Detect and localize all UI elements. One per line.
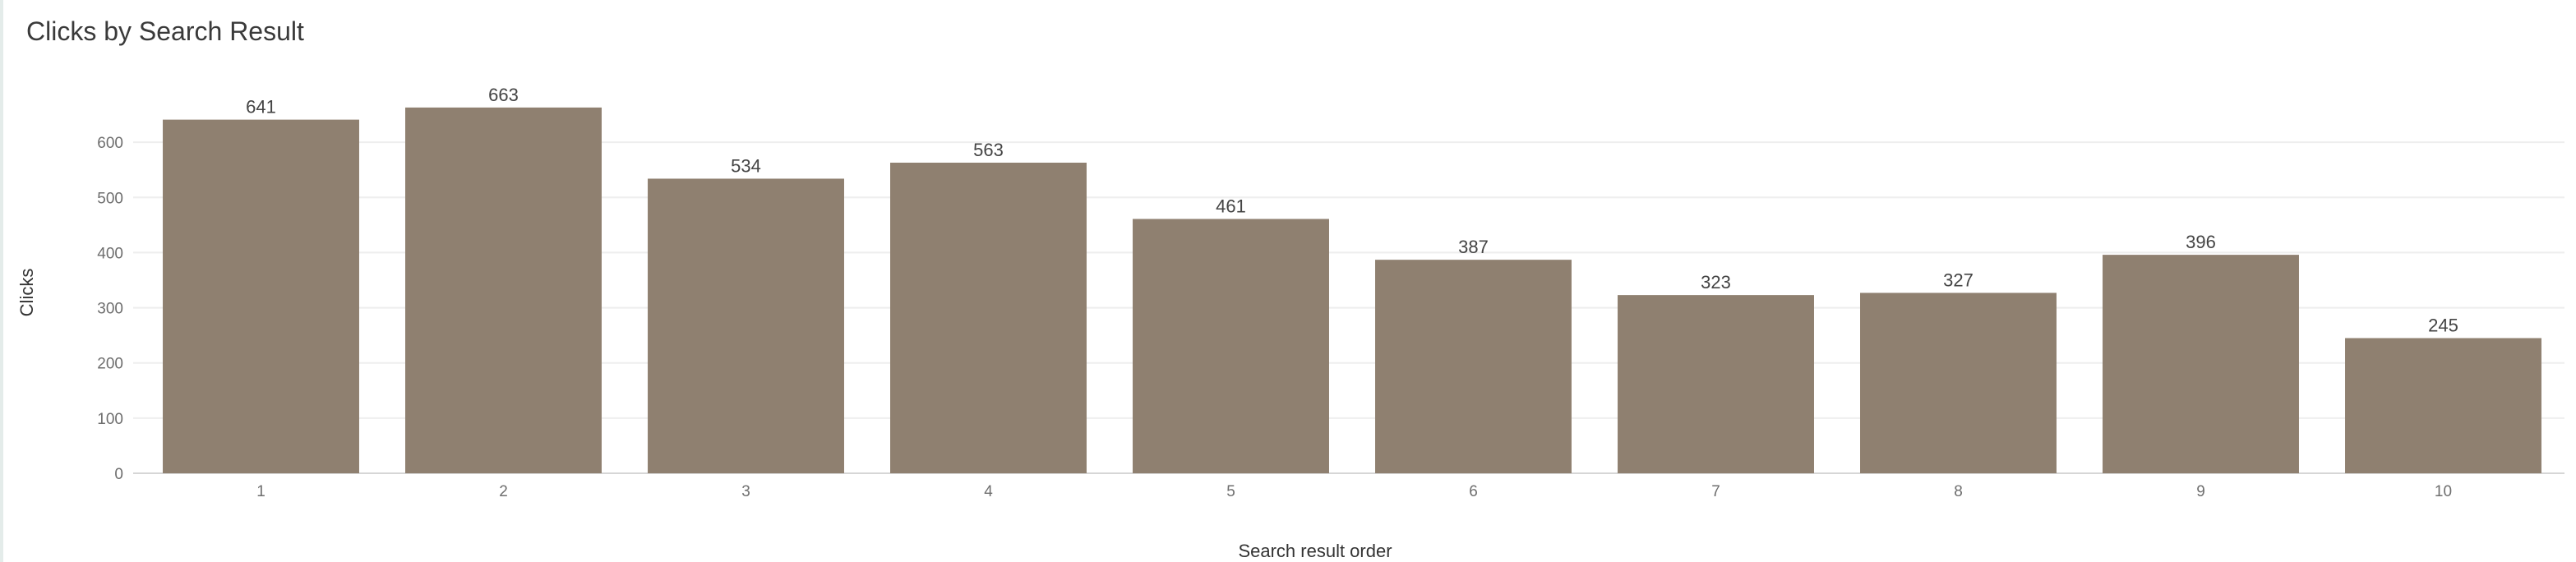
y-tick-label: 100 (97, 411, 123, 428)
x-tick-label: 4 (984, 483, 993, 500)
x-tick-label: 1 (256, 483, 265, 500)
x-tick-label: 7 (1711, 483, 1720, 500)
x-tick-label: 8 (1954, 483, 1963, 500)
y-tick-label: 400 (97, 245, 123, 262)
bar[interactable] (2345, 338, 2541, 474)
y-tick-labels: 0 100 200 300 400 500 600 (97, 135, 123, 483)
bar[interactable] (1133, 219, 1329, 473)
bar[interactable] (1375, 260, 1572, 473)
y-tick-label: 500 (97, 190, 123, 207)
bar[interactable] (163, 119, 359, 473)
data-label: 461 (1216, 196, 1246, 216)
left-border (0, 0, 3, 562)
bar[interactable] (890, 162, 1087, 473)
y-tick-label: 600 (97, 135, 123, 152)
data-labels: 641 663 534 563 461 387 323 327 396 245 (246, 85, 2458, 336)
x-tick-label: 5 (1226, 483, 1235, 500)
y-tick-label: 0 (114, 466, 123, 483)
bar[interactable] (648, 178, 844, 473)
data-label: 663 (488, 85, 519, 105)
data-label: 563 (973, 140, 1004, 160)
data-label: 396 (2186, 232, 2216, 252)
data-label: 245 (2428, 316, 2458, 336)
x-tick-label: 2 (499, 483, 508, 500)
x-tick-label: 10 (2435, 483, 2452, 500)
x-tick-labels: 1 2 3 4 5 6 7 8 9 10 (256, 483, 2452, 500)
data-label: 641 (246, 97, 276, 117)
x-tick-label: 6 (1469, 483, 1478, 500)
x-tick-label: 9 (2196, 483, 2205, 500)
chart-title: Clicks by Search Result (26, 16, 304, 46)
x-axis-title: Search result order (1238, 541, 1392, 561)
bars (163, 107, 2541, 474)
bar[interactable] (1860, 293, 2057, 473)
data-label: 327 (1943, 269, 1974, 290)
x-tick-label: 3 (741, 483, 750, 500)
data-label: 387 (1458, 237, 1489, 257)
bar[interactable] (405, 107, 602, 474)
data-label: 534 (731, 155, 761, 176)
data-label: 323 (1701, 272, 1731, 293)
bar[interactable] (2103, 255, 2299, 473)
y-axis-title: Clicks (16, 269, 37, 317)
bar[interactable] (1618, 295, 1814, 473)
y-tick-label: 300 (97, 301, 123, 318)
y-tick-label: 200 (97, 356, 123, 373)
